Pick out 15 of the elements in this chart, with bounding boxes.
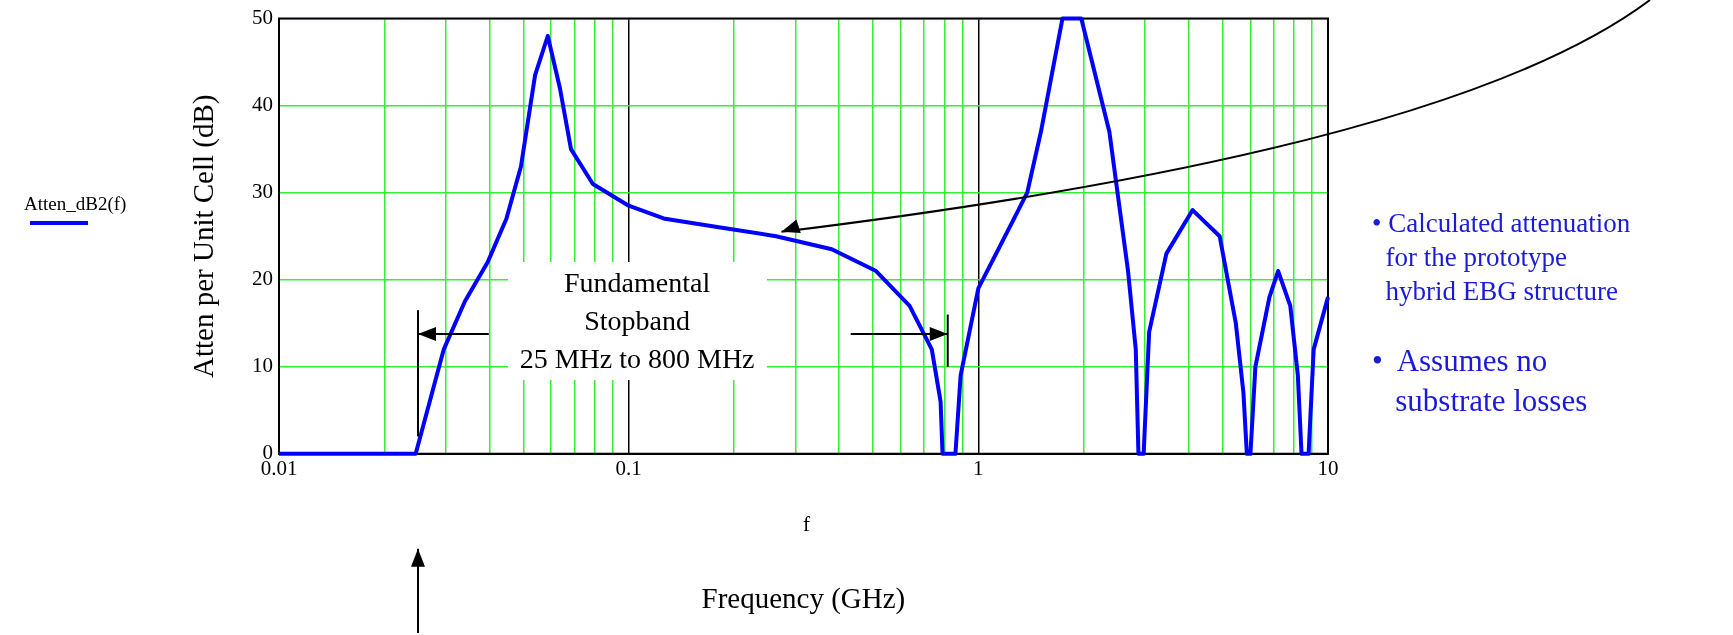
y-axis-title: Atten per Unit Cell (dB) bbox=[187, 94, 220, 379]
annotation: Fundamental Stopband 25 MHz to 800 MHz bbox=[507, 262, 767, 381]
text: Frequency (GHz) bbox=[701, 581, 906, 615]
text: Atten_dB2(f) bbox=[24, 192, 127, 215]
x-tick-label: 0.1 bbox=[615, 455, 642, 480]
x-tick-label: 1 bbox=[973, 455, 984, 480]
x-axis-title: f bbox=[803, 511, 810, 537]
text: • Calculated attenuation for the prototype hybrid EBG structure bbox=[1372, 206, 1631, 308]
y-tick-label: 40 bbox=[252, 92, 273, 117]
x-tick-label: 10 bbox=[1317, 455, 1339, 480]
y-tick-label: 30 bbox=[252, 179, 273, 204]
y-tick-label: 20 bbox=[252, 266, 273, 291]
text: • Assumes no substrate losses bbox=[1372, 341, 1588, 420]
y-tick-label: 10 bbox=[252, 353, 273, 378]
y-tick-label: 50 bbox=[252, 5, 273, 30]
